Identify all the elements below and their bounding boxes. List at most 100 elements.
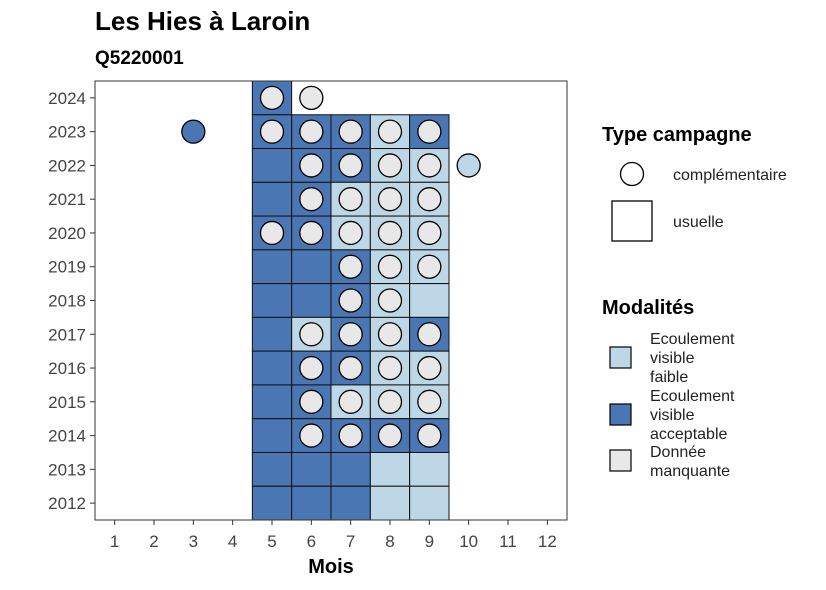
tile-2018-6: [291, 283, 332, 318]
tile-2019-5: [251, 249, 293, 285]
legend-key-manquante: [609, 449, 632, 472]
y-tick-label: 2021: [48, 190, 86, 209]
x-axis-label: Mois: [308, 556, 354, 578]
y-tick-label: 2013: [48, 460, 86, 479]
point-2017-8: [377, 322, 403, 347]
point-2021-8: [377, 187, 403, 212]
x-tick-label: 10: [459, 532, 478, 551]
y-tick-label: 2012: [48, 494, 86, 513]
y-tick-label: 2014: [48, 427, 86, 446]
legend-manquante-line-2: manquante: [650, 463, 730, 480]
legend-faible-line-3: faible: [650, 369, 688, 386]
chart-title: Les Hies à Laroin: [95, 6, 310, 36]
point-2015-7: [338, 389, 363, 414]
tile-2018-9: [409, 283, 450, 318]
point-2019-9: [417, 254, 442, 279]
tile-2013-7: [330, 451, 371, 487]
chart-subtitle: Q5220001: [95, 48, 184, 69]
x-tick-label: 1: [110, 532, 119, 551]
x-tick-label: 6: [307, 532, 316, 551]
tile-2012-7: [330, 485, 371, 521]
x-tick-label: 3: [189, 532, 198, 551]
tile-2022-5: [251, 148, 293, 183]
legend-manquante-line-1: Donnée: [650, 444, 706, 461]
point-2022-10: [456, 153, 481, 178]
y-tick-label: 2019: [48, 258, 86, 277]
legend-square-key: [611, 200, 653, 242]
tile-2012-6: [291, 485, 332, 521]
point-2019-7: [338, 254, 363, 279]
point-2018-7: [338, 288, 363, 313]
tile-2017-5: [251, 316, 293, 352]
tile-2016-5: [251, 350, 293, 386]
point-2020-9: [417, 220, 442, 246]
point-2020-7: [338, 220, 363, 246]
tile-2012-9: [409, 485, 450, 521]
point-2020-8: [377, 220, 403, 246]
point-2015-9: [417, 389, 442, 414]
point-2023-8: [377, 119, 403, 144]
point-2021-9: [417, 187, 442, 212]
x-tick-label: 4: [228, 532, 237, 551]
tile-2014-5: [251, 418, 293, 453]
x-tick-label: 2: [149, 532, 158, 551]
tile-2013-9: [409, 451, 450, 487]
legend-key-acceptable: [609, 403, 632, 426]
tile-2013-8: [369, 451, 411, 487]
point-2023-9: [417, 119, 442, 144]
point-2015-8: [377, 389, 403, 414]
legend-acceptable-line-1: Ecoulement: [650, 388, 735, 405]
point-2022-9: [417, 153, 442, 178]
legend-type-campagne: Type campagne complémentaire usuelle: [602, 124, 787, 242]
point-2021-7: [338, 187, 363, 212]
point-2020-6: [299, 220, 324, 246]
y-tick-label: 2023: [48, 123, 86, 142]
point-2022-6: [299, 153, 324, 178]
x-tick-label: 9: [425, 532, 434, 551]
x-tick-label: 11: [499, 532, 517, 551]
point-2017-7: [338, 322, 363, 347]
legend-modalites: Modalités Ecoulement visible faible Ecou…: [602, 297, 735, 480]
point-2023-6: [299, 119, 324, 144]
point-2016-7: [338, 355, 363, 381]
tile-2012-8: [369, 485, 411, 521]
point-2016-6: [299, 355, 324, 381]
point-2018-8: [377, 288, 403, 313]
point-2024-5: [259, 85, 285, 111]
x-tick-label: 5: [267, 532, 276, 551]
y-tick-label: 2022: [48, 156, 86, 175]
tile-2013-5: [251, 451, 293, 487]
x-axis-ticks: 1 2 3 4 5 6 7 8 9 10 11 12: [110, 520, 557, 551]
point-2024-6: [299, 85, 324, 111]
point-2015-6: [299, 389, 324, 414]
point-2014-6: [299, 423, 324, 448]
tile-2015-5: [251, 384, 293, 420]
point-2017-6: [299, 322, 324, 347]
point-2014-9: [417, 423, 442, 448]
legend-key-faible: [609, 346, 632, 369]
tile-2018-5: [251, 283, 293, 318]
y-axis-ticks: 2012 2013 2014 2015 2016 2017 2018 2019 2020 2021…: [48, 89, 95, 513]
y-tick-label: 2015: [48, 393, 86, 412]
legend-acceptable-line-3: acceptable: [650, 426, 727, 443]
point-2019-8: [377, 254, 403, 279]
x-tick-label: 7: [346, 532, 355, 551]
point-2021-6: [299, 187, 324, 212]
point-2020-5: [259, 220, 285, 246]
point-2023-3: [181, 119, 206, 144]
y-tick-label: 2017: [48, 325, 86, 344]
points-layer: [181, 85, 481, 448]
y-tick-label: 2024: [48, 89, 86, 108]
point-2014-8: [377, 423, 403, 448]
legend-acceptable-line-2: visible: [650, 407, 695, 424]
legend-circle-key: [619, 161, 645, 187]
point-2016-8: [377, 355, 403, 381]
y-tick-label: 2016: [48, 359, 86, 378]
y-tick-label: 2018: [48, 292, 86, 311]
legend-faible-line-2: visible: [650, 350, 695, 367]
point-2022-8: [377, 153, 403, 178]
legend-type-title: Type campagne: [602, 124, 752, 146]
legend-faible-line-1: Ecoulement: [650, 331, 735, 348]
point-2017-9: [417, 322, 442, 347]
legend-type-label-complementaire: complémentaire: [673, 167, 787, 184]
